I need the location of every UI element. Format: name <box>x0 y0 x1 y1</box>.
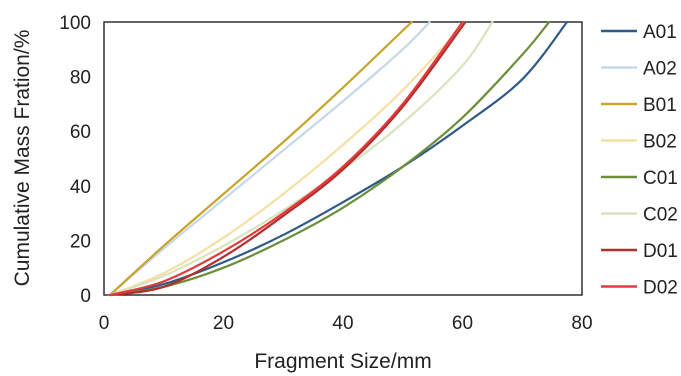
legend-label-b02: B02 <box>643 132 677 153</box>
y-tick-label: 100 <box>59 13 91 34</box>
plot-frame <box>103 21 583 296</box>
series-layer <box>108 20 569 297</box>
x-axis-title: Fragment Size/mm <box>254 350 431 373</box>
x-tick-label: 0 <box>99 313 110 334</box>
y-tick-label: 0 <box>80 286 91 307</box>
x-axis-ticks: 0 20 40 60 80 <box>99 313 593 334</box>
x-tick-label: 80 <box>571 313 592 334</box>
x-tick-label: 60 <box>452 313 473 334</box>
series-line-a01 <box>108 20 569 297</box>
legend-label-a01: A01 <box>643 22 677 43</box>
series-line-c01 <box>108 20 551 297</box>
y-axis-ticks: 0 20 40 60 80 100 <box>59 13 91 307</box>
y-axis-title: Cumulative Mass Fration/% <box>11 30 34 287</box>
legend-label-d02: D02 <box>643 278 678 299</box>
x-tick-label: 40 <box>332 313 353 334</box>
series-line-b01 <box>108 20 413 297</box>
y-tick-label: 20 <box>70 231 91 252</box>
legend: A01 A02 B01 B02 C01 C02 D01 D02 <box>601 22 678 299</box>
series-line-d01 <box>108 20 467 297</box>
series-line-b02 <box>108 20 467 297</box>
legend-label-d01: D01 <box>643 241 678 262</box>
y-tick-label: 60 <box>70 122 91 143</box>
y-tick-label: 80 <box>70 68 91 89</box>
legend-label-c01: C01 <box>643 168 678 189</box>
legend-label-c02: C02 <box>643 205 678 226</box>
series-line-a02 <box>108 20 431 297</box>
series-line-d02 <box>108 20 464 297</box>
y-tick-label: 40 <box>70 177 91 198</box>
legend-label-b01: B01 <box>643 95 677 116</box>
legend-label-a02: A02 <box>643 59 677 80</box>
x-tick-label: 20 <box>213 313 234 334</box>
